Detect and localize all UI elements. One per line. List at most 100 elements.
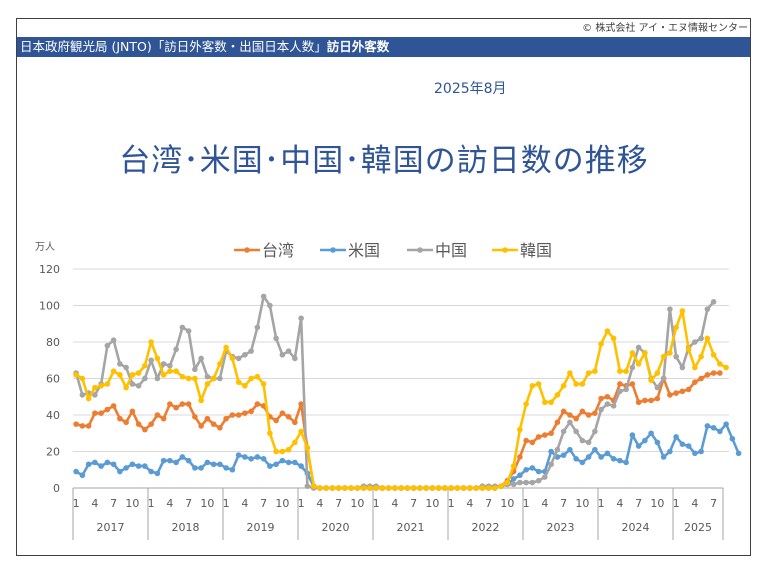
x-month-tick-label: 1: [298, 497, 305, 510]
data-point: [254, 373, 261, 380]
data-point: [329, 485, 336, 491]
data-point: [579, 437, 586, 444]
data-point: [723, 364, 729, 371]
x-month-tick-label: 10: [500, 497, 514, 510]
data-point: [685, 386, 692, 393]
data-point: [298, 463, 304, 469]
data-point: [167, 362, 173, 369]
y-tick-label: 80: [46, 336, 60, 349]
data-point: [573, 381, 579, 387]
x-month-tick-label: 7: [635, 497, 642, 510]
data-point: [679, 388, 686, 395]
data-point: [285, 348, 292, 354]
data-point: [542, 399, 548, 406]
data-point: [567, 446, 573, 453]
data-point: [560, 452, 567, 458]
data-point: [354, 485, 361, 491]
x-month-tick-label: 7: [185, 497, 192, 510]
data-point: [267, 430, 273, 437]
data-point: [179, 373, 186, 380]
x-year-label: 2017: [97, 521, 125, 534]
data-point: [242, 383, 248, 389]
x-month-tick-label: 10: [350, 497, 364, 510]
data-point: [442, 485, 448, 491]
legend-item: 台湾: [234, 241, 294, 260]
data-point: [204, 415, 211, 422]
data-point: [554, 446, 561, 453]
data-point: [123, 465, 129, 471]
x-month-tick-label: 4: [91, 497, 98, 510]
data-point: [548, 430, 554, 437]
data-point: [198, 465, 204, 471]
legend: 台湾 米国 中国 韓国: [234, 241, 552, 260]
x-month-tick-label: 10: [425, 497, 439, 510]
data-point: [654, 370, 661, 376]
data-point: [198, 423, 204, 429]
data-point: [635, 344, 642, 351]
data-point: [185, 375, 192, 382]
data-point: [110, 403, 117, 409]
data-point: [592, 446, 598, 453]
data-point: [567, 412, 573, 418]
x-month-tick-label: 1: [523, 497, 530, 510]
data-point: [117, 372, 123, 378]
data-point: [242, 410, 248, 416]
data-point: [529, 465, 536, 471]
data-point: [85, 423, 92, 429]
data-point: [710, 370, 717, 376]
data-point: [223, 344, 229, 351]
data-point: [717, 361, 723, 367]
series-line: [75, 422, 740, 490]
y-tick-label: 20: [46, 446, 60, 459]
data-point: [492, 485, 498, 491]
data-point: [604, 401, 611, 407]
x-month-tick-label: 4: [391, 497, 398, 510]
data-point: [704, 423, 711, 429]
header-dataset: 訪日外客数: [326, 39, 390, 54]
data-point: [517, 472, 523, 479]
x-year-label: 2025: [684, 521, 712, 534]
x-month-tick-label: 7: [110, 497, 117, 510]
data-point: [704, 335, 711, 342]
data-point: [673, 353, 679, 360]
data-point: [123, 384, 129, 391]
y-axis-unit-label: 万人: [35, 241, 55, 253]
data-point: [523, 437, 529, 444]
data-point: [298, 428, 304, 435]
data-point: [698, 375, 704, 382]
data-point: [285, 459, 292, 466]
x-month-tick-label: 1: [673, 497, 680, 510]
data-point: [598, 395, 604, 402]
data-point: [435, 485, 442, 491]
data-point: [260, 293, 267, 300]
data-point: [229, 466, 236, 473]
data-point: [204, 373, 211, 380]
data-point: [173, 368, 179, 375]
data-point: [535, 477, 542, 484]
data-point: [292, 419, 298, 426]
x-year-label: 2021: [397, 521, 425, 534]
data-point: [342, 485, 348, 491]
x-month-tick-label: 10: [275, 497, 289, 510]
data-point: [217, 375, 223, 382]
data-point: [98, 410, 104, 416]
data-point: [73, 372, 79, 378]
data-point: [192, 366, 198, 373]
data-point: [523, 466, 529, 473]
data-point: [673, 390, 679, 396]
data-point: [129, 381, 136, 387]
legend-label: 台湾: [262, 241, 294, 260]
data-point: [423, 485, 429, 491]
data-point: [623, 368, 629, 375]
data-point: [523, 401, 529, 407]
data-point: [117, 415, 123, 422]
data-point: [298, 315, 304, 322]
data-point: [698, 353, 704, 360]
data-point: [104, 381, 111, 387]
data-point: [192, 414, 198, 420]
data-point: [173, 346, 179, 353]
data-point: [592, 410, 598, 416]
data-point: [248, 348, 254, 354]
data-point: [460, 485, 467, 491]
data-point: [573, 428, 579, 435]
